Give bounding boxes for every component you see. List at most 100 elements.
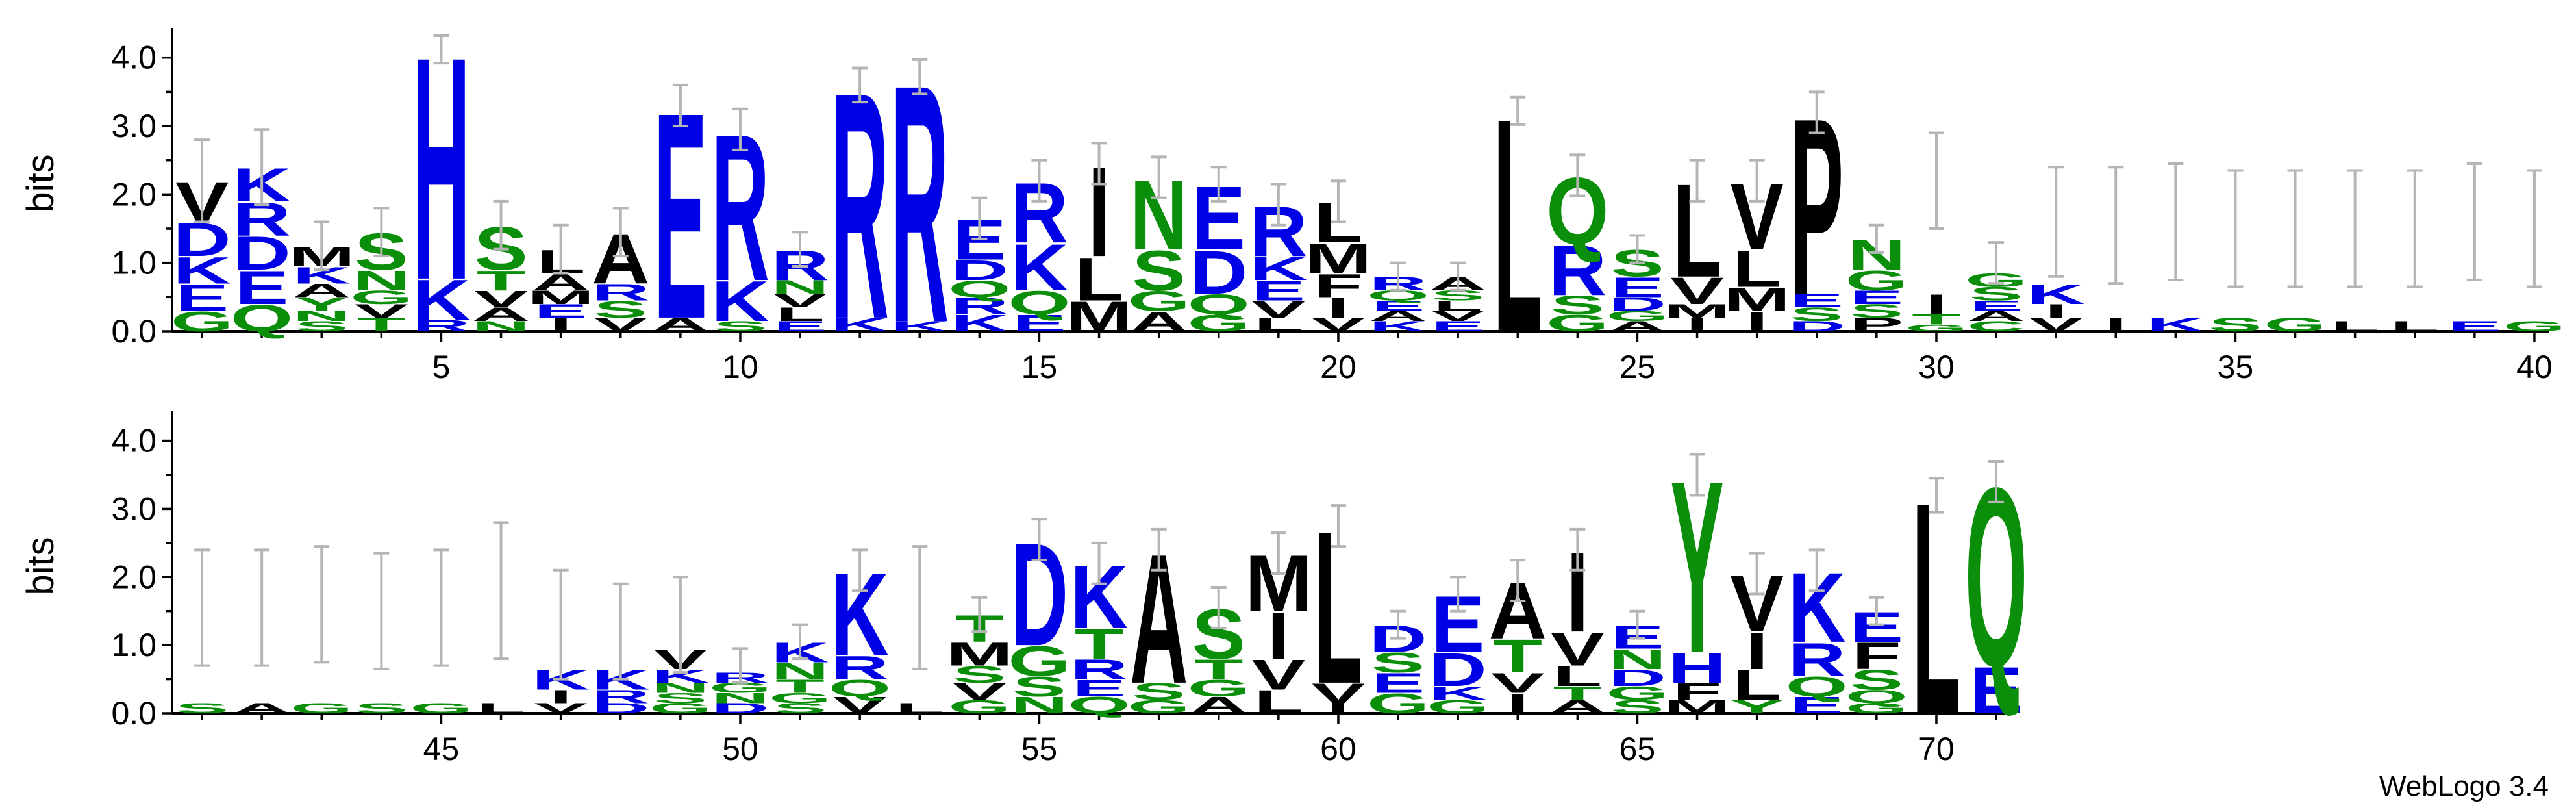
logo-letter-A: A <box>1967 308 2025 324</box>
logo-letter-Q: Q <box>1845 686 1908 707</box>
logo-letter-E: E <box>2448 318 2502 334</box>
logo-letter-G: G <box>2264 314 2326 336</box>
logo-letter-G: G <box>1128 285 1190 317</box>
y-tick-label: 1.0 <box>111 627 156 663</box>
logo-letter-L: L <box>1732 661 1782 709</box>
logo-letter-G: G <box>290 700 353 716</box>
x-tick-label: 65 <box>1619 731 1656 767</box>
y-tick-label: 3.0 <box>111 108 156 144</box>
logo-letter-V: V <box>1491 667 1545 699</box>
logo-letter-N: N <box>651 680 709 696</box>
logo-letter-V: V <box>1312 678 1366 709</box>
logo-letter-D: D <box>232 227 290 280</box>
logo-letter-S: S <box>1132 678 1186 705</box>
logo-letter-V: V <box>594 314 648 336</box>
logo-letter-K: K <box>1010 231 1068 305</box>
x-tick-label: 70 <box>1918 731 1955 767</box>
logo-letter-K: K <box>831 314 888 336</box>
logo-letter-V: V <box>534 700 587 716</box>
logo-letter-I: I <box>1686 314 1708 336</box>
logo-letter-K: K <box>173 249 231 292</box>
logo-letter-K: K <box>711 270 769 333</box>
logo-letter-T: T <box>1912 312 1961 327</box>
logo-column-40: G <box>2503 169 2566 335</box>
logo-letter-I: I <box>2105 314 2127 336</box>
logo-letter-K: K <box>1429 683 1486 704</box>
logo-letter-G: G <box>171 305 233 337</box>
logo-letter-S: S <box>594 296 647 323</box>
logo-letter-D: D <box>1608 294 1666 315</box>
logo-letter-T: T <box>1493 629 1542 683</box>
logo-letter-Q: Q <box>1188 288 1250 320</box>
logo-letter-G: G <box>350 287 412 309</box>
logo-letter-S: S <box>1850 301 1903 322</box>
logo-letter-M: M <box>527 287 594 309</box>
logo-letter-V: V <box>474 286 528 312</box>
logo-letter-L: L <box>1732 240 1782 298</box>
logo-column-13: KR <box>891 14 949 393</box>
logo-letter-E: E <box>1072 675 1126 702</box>
logo-column-71: EQ <box>1965 434 2027 728</box>
logo-letter-G: G <box>1128 696 1190 717</box>
logo-letter-L: L <box>1553 660 1603 692</box>
logo-letter-M: M <box>1664 696 1731 717</box>
x-tick-label: 35 <box>2218 349 2254 385</box>
logo-letter-N: N <box>293 308 351 324</box>
logo-letter-A: A <box>1608 318 1666 334</box>
logo-letter-F: F <box>1314 267 1363 304</box>
logo-column-36: G <box>2264 169 2327 336</box>
logo-letter-S: S <box>773 700 827 716</box>
logo-letter-V: V <box>1431 308 1485 324</box>
logo-letter-E: E <box>1371 667 1425 699</box>
y-tick-label: 4.0 <box>111 423 156 459</box>
logo-letter-I: I <box>1327 700 1349 716</box>
logo-letter-V: V <box>833 692 887 718</box>
logo-column-45: G <box>410 548 473 717</box>
logo-letter-R: R <box>592 686 649 707</box>
logo-letter-K: K <box>891 318 949 334</box>
logo-letter-G: G <box>1427 696 1489 717</box>
logo-letter-M: M <box>1664 301 1731 322</box>
logo-letter-N: N <box>1010 692 1068 718</box>
logo-letter-Q: Q <box>829 675 891 702</box>
x-tick-label: 40 <box>2516 349 2553 385</box>
logo-letter-S: S <box>1132 238 1185 302</box>
logo-letter-M: M <box>946 636 1013 673</box>
logo-letter-A: A <box>1549 696 1607 717</box>
logo-letter-I: I <box>549 686 571 707</box>
logo-letter-R: R <box>951 293 1008 320</box>
logo-letter-A: A <box>1369 308 1427 324</box>
logo-column-35: S <box>2208 169 2262 336</box>
logo-letter-S: S <box>654 691 707 706</box>
logo-letter-D: D <box>1608 665 1666 691</box>
logo-letter-A: A <box>293 280 351 301</box>
logo-letter-S: S <box>1970 284 2023 305</box>
logo-letter-T: T <box>1075 620 1124 668</box>
logo-column-38: L <box>2390 169 2440 335</box>
y-tick-label: 0.0 <box>111 313 156 349</box>
logo-letter-L: L <box>895 700 944 716</box>
logo-letter-N: N <box>771 658 829 685</box>
logo-letter-E: E <box>1970 653 2023 728</box>
logo-column-47: VIK <box>532 568 590 717</box>
logo-column-34: K <box>2147 162 2205 336</box>
logo-letter-A: A <box>232 700 290 716</box>
logo-letter-E: E <box>773 318 827 334</box>
